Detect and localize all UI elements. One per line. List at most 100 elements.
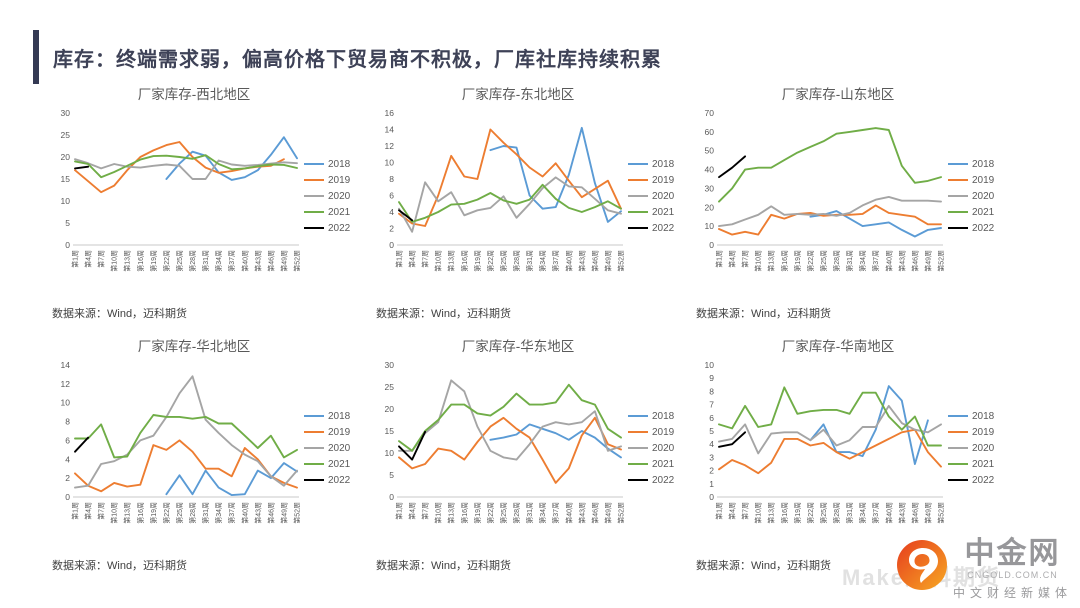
x-axis-tick: 第37周 [551,502,560,524]
x-axis-tick: 第10周 [110,250,119,272]
x-axis-tick: 第46周 [590,502,599,524]
x-axis-tick: 第22周 [806,250,815,272]
title-accent-bar [33,30,39,84]
series-line-2021 [74,154,298,179]
line-plot: 0 1 2 3 4 5 6 7 8 9 10 第1周 第4周 第7周 第10周 第13周 第16周 第19周 第22… [705,360,944,524]
chart-factory-inventory-shandong: 厂家库存-山东地区 0 10 20 30 40 50 60 70 第1周 第4周 第7周 第10周 第1… [692,85,1014,321]
x-axis-tick: 第16周 [460,502,469,524]
data-source-label: 数据来源：Wind，迈科期货 [696,560,832,572]
legend-label: 2020 [328,190,351,202]
series-line-2021 [718,386,942,447]
y-axis-tick: 16 [385,108,395,118]
y-axis-tick: 1 [709,479,714,489]
legend-item-2022: 2022 [948,475,994,486]
x-axis-tick: 第46周 [266,502,275,524]
y-axis-tick: 8 [709,386,714,396]
series-line-2021 [718,127,942,203]
x-axis-tick: 第40周 [564,250,573,272]
y-axis-tick: 0 [389,492,394,502]
series-line-2022 [398,430,427,461]
data-source-label: 数据来源：Wind，迈科期货 [696,308,832,320]
legend-item-2020: 2020 [628,443,674,454]
x-axis-tick: 第28周 [188,250,197,272]
x-axis-tick: 第22周 [806,502,815,524]
legend-label: 2020 [652,442,675,454]
legend-item-2019: 2019 [304,427,350,438]
y-axis-tick: 7 [709,400,714,410]
legend-item-2021: 2021 [304,459,350,470]
x-axis-tick: 第49周 [603,250,612,272]
legend-label: 2021 [972,206,995,218]
y-axis-tick: 2 [709,466,714,476]
x-axis-tick: 第10周 [434,502,443,524]
chart-title: 厂家库存-山东地区 [781,87,895,102]
x-axis-tick: 第25周 [819,502,828,524]
legend-label: 2021 [328,458,351,470]
legend-label: 2019 [652,174,675,186]
x-axis-tick: 第52周 [617,502,625,524]
series-line-2018 [809,385,929,465]
x-axis-tick: 第37周 [871,250,880,272]
legend-swatch-2019 [948,430,968,434]
legend-label: 2021 [972,458,995,470]
legend-item-2022: 2022 [304,475,350,486]
x-axis-tick: 第40周 [564,502,573,524]
x-axis-tick: 第16周 [136,250,145,272]
y-axis-tick: 10 [705,360,715,370]
legend-item-2021: 2021 [948,459,994,470]
x-axis-tick: 第1周 [395,502,404,520]
series-line-2022 [74,165,90,170]
chart-legend: 2018 2019 2020 2021 2022 [628,159,674,234]
x-axis-tick: 第1周 [715,502,724,520]
legend-swatch-2021 [948,462,968,466]
x-axis-tick: 第28周 [188,502,197,524]
logo-domain: CNGOLD.COM.CN [967,570,1058,580]
chart-factory-inventory-south-china: 厂家库存-华南地区 0 1 2 3 4 5 6 7 8 9 10 第1周 第4周 第7周 第10周 第13周第… [692,337,1014,573]
legend-item-2018: 2018 [628,159,674,170]
x-axis-tick: 第43周 [253,250,262,272]
y-axis-tick: 20 [61,152,71,162]
legend-swatch-2020 [628,194,648,198]
legend-item-2019: 2019 [948,175,994,186]
y-axis-tick: 12 [61,379,71,389]
y-axis-tick: 30 [61,108,71,118]
x-axis-tick: 第7周 [421,250,430,268]
x-axis-tick: 第43周 [253,502,262,524]
legend-label: 2019 [652,426,675,438]
legend-swatch-2020 [948,194,968,198]
x-axis-tick: 第31周 [525,250,534,272]
x-axis-tick: 第22周 [486,502,495,524]
legend-item-2021: 2021 [628,207,674,218]
legend-swatch-2018 [304,414,324,418]
legend-item-2020: 2020 [628,191,674,202]
x-axis-tick: 第37周 [551,250,560,272]
legend-item-2022: 2022 [948,223,994,234]
x-axis-tick: 第22周 [162,250,171,272]
legend-label: 2018 [328,158,351,170]
legend-swatch-2020 [628,446,648,450]
legend-label: 2022 [972,222,995,234]
x-axis-tick: 第13周 [447,502,456,524]
x-axis-tick: 第1周 [71,502,80,520]
legend-label: 2018 [328,410,351,422]
x-axis-tick: 第49周 [603,502,612,524]
x-axis-tick: 第25周 [499,502,508,524]
series-line-2020 [398,176,622,233]
x-axis-tick: 第37周 [871,502,880,524]
y-axis-tick: 15 [385,426,395,436]
legend-item-2018: 2018 [304,411,350,422]
x-axis-tick: 第34周 [858,250,867,272]
x-axis-tick: 第52周 [937,250,945,272]
series-line-2021 [398,183,622,223]
legend-label: 2020 [972,190,995,202]
y-axis-tick: 30 [705,183,715,193]
x-axis-tick: 第13周 [123,502,132,524]
y-axis-tick: 25 [61,130,71,140]
chart-legend: 2018 2019 2020 2021 2022 [628,411,674,486]
x-axis-tick: 第10周 [110,502,119,524]
chart-title: 厂家库存-西北地区 [137,87,251,102]
legend-item-2020: 2020 [304,443,350,454]
x-axis-tick: 第46周 [266,250,275,272]
legend-swatch-2022 [628,478,648,482]
